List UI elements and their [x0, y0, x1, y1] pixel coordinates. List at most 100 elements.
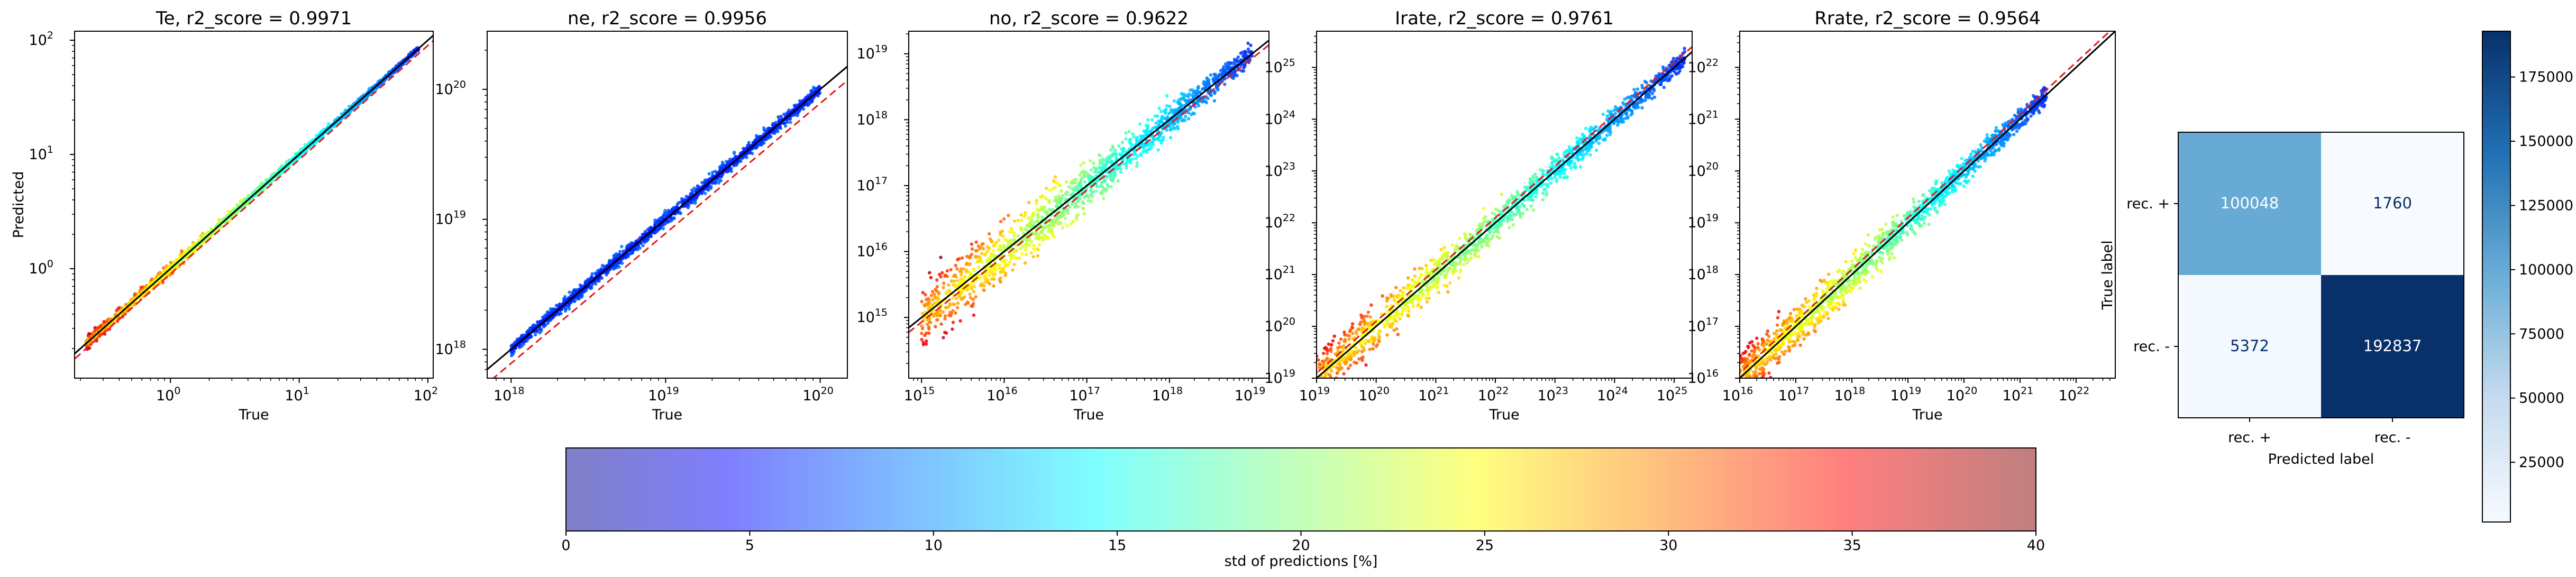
xlabel-ne: True: [652, 407, 682, 423]
data-point: [1191, 111, 1195, 115]
data-point: [999, 219, 1003, 223]
data-point: [948, 302, 952, 306]
data-point: [573, 290, 577, 295]
data-point: [1119, 170, 1123, 174]
data-point: [1389, 295, 1393, 298]
data-point: [564, 307, 568, 311]
data-point: [1159, 141, 1163, 145]
data-point: [584, 281, 588, 286]
data-point: [1244, 50, 1248, 54]
data-point: [1236, 55, 1240, 59]
data-point: [988, 282, 992, 286]
x-tick-exponent: 19: [1253, 385, 1265, 397]
data-point: [1066, 212, 1070, 215]
data-point: [612, 267, 616, 271]
data-point: [614, 264, 618, 268]
data-point: [759, 134, 763, 139]
data-point: [926, 301, 930, 305]
data-point: [1204, 100, 1209, 105]
data-point: [1102, 187, 1106, 191]
data-point: [943, 274, 947, 278]
data-point: [1176, 118, 1180, 122]
data-point: [1035, 219, 1039, 223]
data-point: [1009, 257, 1013, 261]
data-point: [167, 271, 171, 274]
data-point: [1016, 234, 1020, 237]
data-point: [1035, 207, 1039, 211]
data-point: [1035, 199, 1038, 203]
data-point: [958, 319, 962, 323]
data-point: [939, 275, 943, 279]
lines-no: [909, 39, 1269, 334]
data-point: [638, 246, 642, 250]
ideal-line: [909, 39, 1269, 329]
data-point: [1187, 92, 1191, 96]
data-point: [1135, 139, 1138, 143]
data-point: [788, 117, 792, 121]
data-point: [653, 231, 657, 235]
data-point: [1231, 76, 1235, 80]
data-point: [1030, 224, 1034, 228]
x-tick-exponent: 16: [1005, 385, 1018, 397]
data-point: [1141, 144, 1145, 148]
data-point: [1202, 81, 1205, 86]
data-point: [1224, 62, 1228, 66]
data-point: [948, 310, 952, 314]
data-point: [197, 238, 200, 242]
data-point: [1104, 163, 1108, 167]
data-point: [1036, 236, 1040, 240]
data-point: [326, 122, 331, 125]
y-tick-exponent: 18: [875, 109, 888, 121]
data-point: [971, 304, 974, 308]
data-point: [664, 211, 668, 215]
data-point: [925, 322, 929, 326]
data-point: [1090, 176, 1093, 179]
data-point: [991, 273, 995, 277]
data-point: [1158, 120, 1163, 124]
data-point: [1011, 268, 1015, 272]
data-point: [1026, 216, 1030, 220]
data-point: [920, 324, 924, 328]
data-point: [675, 205, 679, 209]
data-point: [1128, 158, 1131, 162]
data-point: [1318, 379, 1321, 382]
data-point: [812, 85, 816, 89]
data-point: [645, 236, 649, 240]
data-point: [540, 327, 543, 332]
data-point: [771, 123, 774, 127]
data-point: [1100, 161, 1104, 165]
data-point: [924, 293, 927, 297]
data-point: [612, 254, 616, 258]
data-point: [739, 159, 743, 163]
data-point: [1036, 254, 1040, 258]
data-point: [1075, 217, 1079, 221]
data-point: [724, 163, 728, 168]
data-point: [1320, 379, 1323, 382]
data-point: [969, 296, 973, 300]
data-point: [997, 238, 1001, 242]
data-point: [1089, 168, 1093, 172]
data-point: [732, 150, 736, 154]
data-point: [138, 290, 142, 294]
data-point: [920, 332, 924, 335]
data-point: [299, 147, 303, 151]
data-point: [513, 341, 517, 344]
data-point: [1075, 186, 1079, 190]
data-point: [1076, 213, 1080, 216]
data-point: [1028, 222, 1032, 225]
data-point: [988, 246, 992, 251]
x-tick-exponent: 18: [1170, 385, 1183, 397]
data-point: [921, 343, 926, 346]
data-point: [1636, 87, 1640, 91]
data-point: [596, 269, 600, 272]
data-point: [1086, 199, 1090, 203]
data-point: [1046, 235, 1049, 239]
points-no: [920, 41, 1254, 346]
data-point: [920, 300, 924, 304]
data-point: [985, 259, 989, 262]
data-point: [1079, 193, 1082, 196]
data-point: [1053, 175, 1057, 179]
data-point: [992, 249, 995, 253]
data-point: [1111, 144, 1115, 148]
data-point: [805, 101, 809, 105]
